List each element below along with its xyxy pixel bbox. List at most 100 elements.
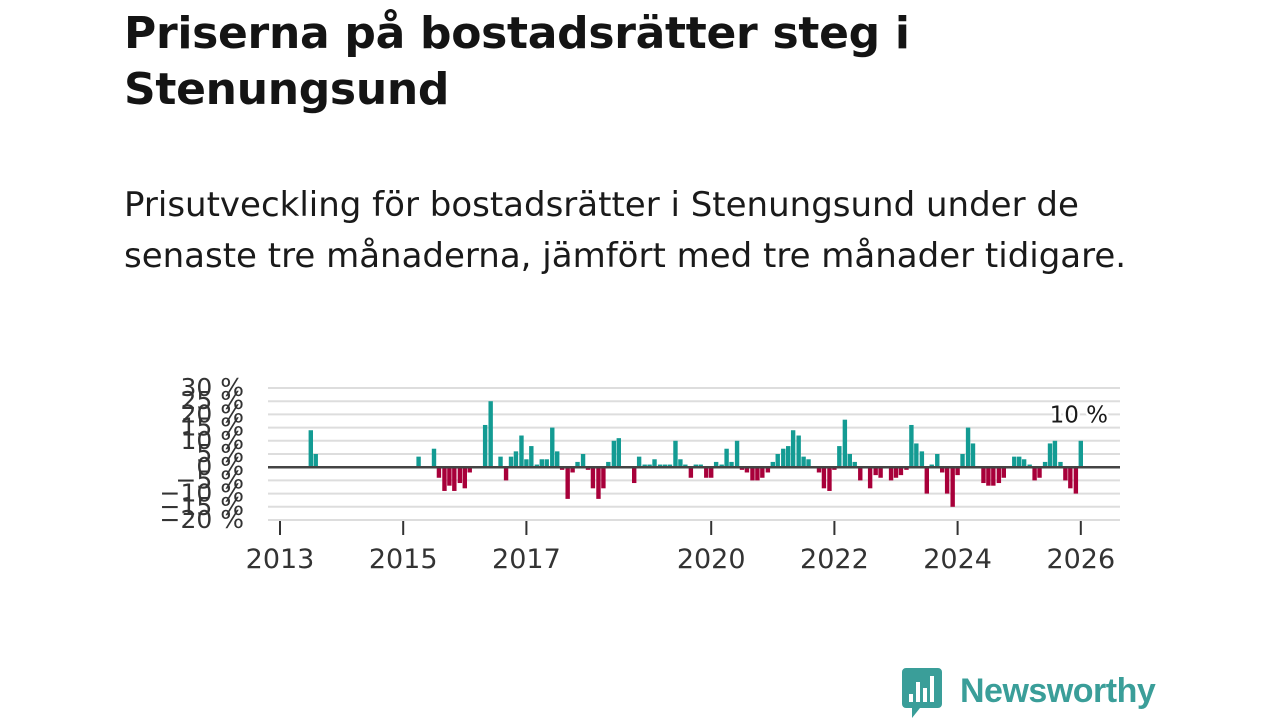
bar-negative bbox=[832, 467, 837, 470]
newsworthy-wordmark: Newsworthy bbox=[960, 671, 1156, 710]
bar-positive bbox=[734, 440, 740, 468]
bar-negative bbox=[816, 467, 822, 473]
bar-positive bbox=[575, 461, 580, 468]
bar-negative bbox=[744, 467, 750, 473]
bar-negative bbox=[944, 467, 950, 494]
bar-positive bbox=[837, 446, 842, 468]
x-tick-label: 2015 bbox=[369, 544, 438, 575]
bar-negative bbox=[755, 467, 760, 481]
bar-positive bbox=[313, 454, 318, 468]
bar-positive bbox=[642, 464, 647, 468]
bar-positive bbox=[657, 464, 663, 468]
bar-negative bbox=[867, 467, 873, 489]
bar-negative bbox=[447, 467, 452, 486]
bar-negative bbox=[632, 467, 637, 484]
bar-negative bbox=[739, 467, 745, 470]
bar-positive bbox=[796, 435, 801, 468]
x-tick-label: 2013 bbox=[246, 544, 315, 575]
bar-positive bbox=[781, 448, 786, 468]
bar-positive bbox=[662, 464, 668, 468]
bar-positive bbox=[1047, 443, 1053, 468]
bar-positive bbox=[673, 440, 678, 468]
bar-negative bbox=[991, 467, 996, 486]
last-value-label: 10 % bbox=[1050, 402, 1108, 428]
bar-positive bbox=[770, 461, 775, 468]
newsworthy-logo: Newsworthy bbox=[902, 668, 1156, 718]
bar-negative bbox=[760, 467, 765, 478]
bar-positive bbox=[544, 459, 549, 468]
bar-negative bbox=[1032, 467, 1037, 481]
chart-subtitle: Prisutveckling för bostadsrätter i Stenu… bbox=[124, 185, 1127, 276]
bar-positive bbox=[606, 461, 611, 468]
bar-positive bbox=[555, 451, 560, 468]
y-tick-label: 25 % bbox=[180, 386, 244, 415]
bar-negative bbox=[981, 467, 986, 484]
bar-positive bbox=[498, 456, 503, 468]
y-tick-label: 5 % bbox=[196, 439, 244, 468]
bar-positive bbox=[550, 427, 555, 468]
bar-negative bbox=[590, 467, 596, 489]
y-tick-label: −5 % bbox=[175, 465, 244, 494]
bar-negative bbox=[827, 467, 832, 491]
bar-negative bbox=[688, 467, 694, 478]
bar-negative bbox=[898, 467, 904, 476]
bar-negative bbox=[1068, 467, 1073, 489]
bar-negative bbox=[709, 467, 714, 478]
y-tick-label: −15 % bbox=[160, 492, 244, 521]
bar-positive bbox=[847, 454, 852, 468]
bar-positive bbox=[616, 438, 621, 468]
bar-negative bbox=[858, 467, 863, 481]
bar-positive bbox=[775, 454, 780, 468]
bar-positive bbox=[786, 446, 791, 468]
y-tick-label: −20 % bbox=[160, 505, 244, 534]
bar-negative bbox=[1001, 467, 1006, 478]
bar-negative bbox=[878, 467, 883, 478]
bar-positive bbox=[580, 454, 586, 468]
bar-positive bbox=[482, 424, 488, 468]
bar-positive bbox=[308, 430, 313, 468]
bar-positive bbox=[1052, 440, 1058, 468]
bar-negative bbox=[585, 467, 591, 470]
bar-positive bbox=[713, 461, 719, 468]
bar-negative bbox=[442, 467, 447, 491]
bar-positive bbox=[806, 459, 811, 468]
bar-negative bbox=[996, 467, 1002, 484]
bar-negative bbox=[457, 467, 463, 484]
bar-positive bbox=[914, 443, 919, 468]
bar-negative bbox=[893, 467, 899, 478]
bar-negative bbox=[503, 467, 509, 481]
bar-negative bbox=[452, 467, 457, 491]
bar-positive bbox=[611, 440, 617, 468]
bar-positive bbox=[1017, 456, 1022, 468]
bar-positive bbox=[488, 401, 493, 468]
bar-series bbox=[308, 401, 1083, 507]
bar-positive bbox=[647, 464, 652, 468]
bar-positive bbox=[909, 424, 914, 468]
y-tick-label: 10 % bbox=[180, 426, 244, 455]
y-tick-label: 0 % bbox=[196, 452, 244, 481]
bar-positive bbox=[1021, 459, 1027, 468]
bar-positive bbox=[683, 464, 688, 468]
bar-negative bbox=[565, 467, 570, 499]
bar-positive bbox=[1012, 456, 1017, 468]
bar-positive bbox=[970, 443, 976, 468]
bar-negative bbox=[950, 467, 955, 507]
bar-positive bbox=[524, 459, 529, 468]
bar-positive bbox=[667, 464, 673, 468]
y-tick-label: 30 % bbox=[180, 373, 244, 402]
bar-positive bbox=[508, 456, 514, 468]
bar-negative bbox=[904, 467, 909, 470]
bar-positive bbox=[534, 464, 540, 468]
bar-positive bbox=[693, 464, 698, 468]
bar-positive bbox=[519, 435, 524, 468]
bar-positive bbox=[919, 451, 925, 468]
bar-positive bbox=[698, 464, 703, 468]
bar-negative bbox=[924, 467, 929, 494]
bar-positive bbox=[1027, 464, 1032, 468]
bar-negative bbox=[940, 467, 945, 473]
bar-positive bbox=[1058, 461, 1063, 468]
bar-positive bbox=[729, 461, 734, 468]
x-tick-label: 2022 bbox=[800, 544, 869, 575]
bar-negative bbox=[955, 467, 960, 476]
bar-positive bbox=[724, 448, 729, 468]
